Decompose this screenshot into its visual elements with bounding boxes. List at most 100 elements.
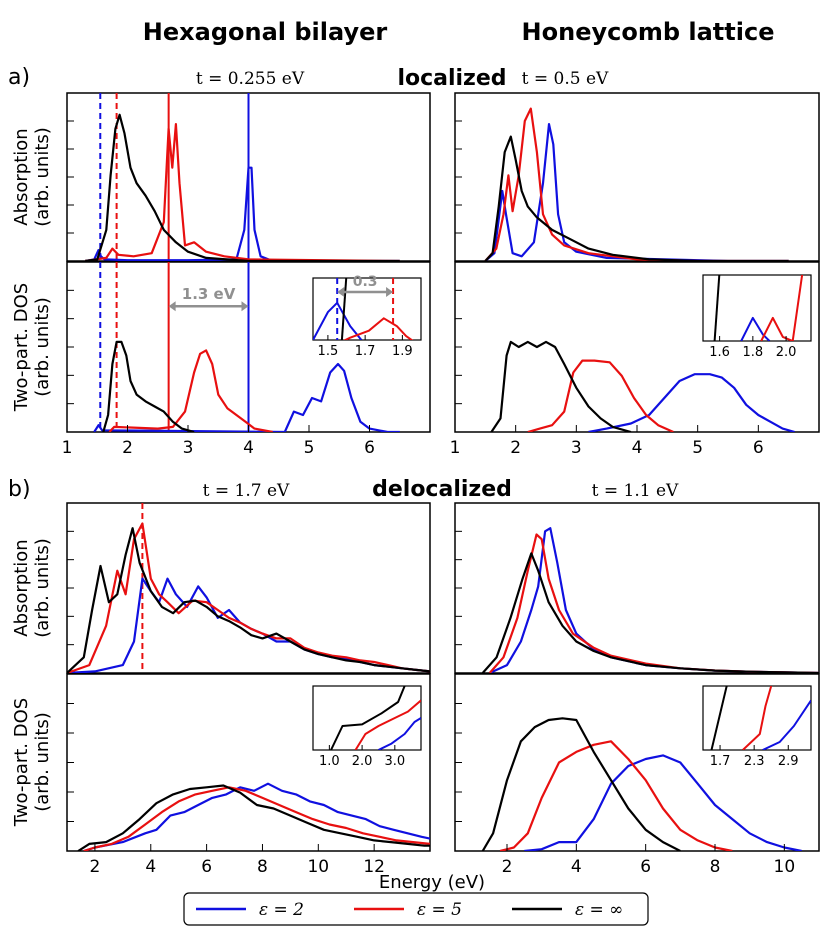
panel-a-hex-abs: t = 0.255 eV: [66, 69, 431, 262]
b-honey-abs-title: t = 1.1 eV: [592, 481, 679, 501]
b-honey-abs-frame: [454, 502, 820, 674]
a-hex-abs-title: t = 0.255 eV: [196, 69, 305, 89]
panel-b-honey-dos: 2 4 6 8 10 1.7 2.3 2.9: [454, 673, 820, 877]
a-honey-dos-xtick-label-5: 5: [692, 438, 703, 458]
b-hex-dos-xtick-label-4: 4: [145, 857, 156, 877]
b-honey-abs-series-eps2: [489, 527, 819, 673]
a-honey-dos-inset-xtick-label-1: 1.8: [743, 345, 764, 360]
a-hex-abs-plot-area: [85, 93, 400, 261]
a-hex-dos-inset-xtick-label-0: 1.5: [318, 344, 339, 359]
a-hex-dos-xtick-label-5: 5: [304, 438, 315, 458]
b-honey-abs-series-epsinf: [481, 552, 819, 673]
a-honey-dos-xtick-label-2: 2: [510, 438, 521, 458]
a-hex-dos-arrow-head-right: [241, 301, 249, 312]
panel-b-hex-dos: 2 4 6 8 10 12 1.0 2.0 3.0: [66, 673, 431, 877]
b-hex-dos-xtick-label-12: 12: [363, 857, 385, 877]
b-honey-dos-inset-plot-area: [710, 686, 811, 750]
a-honey-abs-title: t = 0.5 eV: [522, 69, 609, 89]
panel-a-honey-dos: 1 2 3 4 5 6 1.6 1.8 2.0: [450, 261, 820, 458]
b-honey-dos-xtick-label-4: 4: [571, 857, 582, 877]
b-hex-dos-series-eps5: [83, 786, 430, 851]
b-hex-dos-inset-xtick-label-0: 1.0: [319, 754, 340, 769]
b-honey-abs-series-eps5: [488, 533, 819, 673]
a-hex-dos-inset-xtick-label-2: 1.9: [392, 344, 413, 359]
a-honey-dos-series-eps2: [588, 373, 795, 432]
a-hex-dos-series-eps5: [108, 349, 273, 432]
panel-b-hex-abs: t = 1.7 eV: [66, 481, 431, 674]
a-hex-dos-series-epsinf: [102, 340, 195, 432]
section-b-letter: b): [8, 477, 31, 502]
a-honey-dos-inset: 1.6 1.8 2.0: [702, 274, 812, 360]
b-hex-dos-xtick-label-2: 2: [90, 857, 101, 877]
b-hex-dos-inset-series-eps5: [354, 699, 421, 750]
legend-label-3: ε = ∞: [575, 900, 623, 920]
b-hex-dos-inset-frame: [312, 685, 422, 751]
b-honey-dos-inset-series-epsinf: [710, 686, 728, 750]
a-honey-dos-xtick-label-3: 3: [571, 438, 582, 458]
b-honey-abs-plot-area: [481, 527, 819, 673]
a-hex-dos-xtick-label-3: 3: [183, 438, 194, 458]
b-hex-dos-inset-plot-area: [330, 686, 421, 750]
b-hex-dos-series-epsinf: [77, 784, 430, 851]
b-hex-abs-series-epsinf: [67, 527, 430, 673]
section-b-regime: delocalized: [372, 477, 512, 502]
legend-label-1: ε = 2: [259, 900, 304, 920]
b-honey-dos-xtick-label-8: 8: [710, 857, 721, 877]
b-hex-dos-inset-series-epsinf: [330, 686, 406, 750]
b-hex-abs-frame: [66, 502, 431, 674]
b-honey-dos-xtick-label-2: 2: [502, 857, 513, 877]
a-hex-dos-xtick-label-1: 1: [62, 438, 73, 458]
a-hex-dos-annotation-label: 1.3 eV: [182, 285, 236, 303]
b-honey-dos-inset: 1.7 2.3 2.9: [702, 685, 812, 769]
a-hex-dos-inset-series-eps5: [343, 317, 414, 340]
b-honey-dos-inset-series-eps5: [742, 686, 773, 750]
b-hex-dos-inset-series-eps2: [378, 717, 421, 750]
b-honey-dos-series-eps5: [499, 740, 733, 851]
a-honey-abs-series-eps2: [484, 122, 789, 261]
section-a-regime: localized: [397, 66, 506, 91]
b-honey-dos-inset-frame: [702, 685, 812, 751]
a-hex-dos-plot-area: [93, 262, 400, 432]
a-hex-dos-inset-arrow-head-right: [386, 286, 394, 297]
ylabel-b-absorption-line-2: (arb. units): [32, 538, 53, 638]
legend-box: [183, 892, 649, 926]
legend: ε = 2 ε = 5 ε = ∞: [183, 892, 649, 926]
ylabel-b-absorption-line-1: Absorption: [11, 539, 32, 636]
ylabel-a-dos-line-1: Two-part. DOS: [11, 283, 32, 412]
b-honey-dos-series-eps2: [524, 754, 802, 851]
b-honey-dos-plot-area: [481, 717, 802, 851]
ylabel-a-dos-line-2: (arb. units): [32, 297, 53, 397]
panel-a-hex-dos: 1 2 3 4 5 6 1.3 eV 1.5 1.7 1.9 0.3: [62, 261, 431, 458]
b-honey-dos-inset-xtick-label-1: 2.3: [744, 754, 765, 769]
a-honey-dos-series-eps5: [527, 359, 674, 432]
b-honey-dos-xtick-label-10: 10: [774, 857, 796, 877]
a-hex-dos-inset-plot-area: [313, 278, 414, 340]
b-hex-abs-plot-area: [67, 503, 430, 673]
column-title-hexagonal: Hexagonal bilayer: [143, 18, 388, 46]
ylabel-a-absorption-line-1: Absorption: [11, 128, 32, 225]
b-hex-abs-series-eps5: [67, 522, 430, 673]
a-hex-dos-xtick-label-6: 6: [364, 438, 375, 458]
a-honey-dos-series-epsinf: [490, 340, 632, 432]
panel-a-honey-abs: t = 0.5 eV: [454, 69, 820, 262]
a-honey-abs-series-eps5: [484, 107, 789, 261]
a-hex-dos-xtick-label-2: 2: [122, 438, 133, 458]
a-hex-dos-inset: 1.5 1.7 1.9 0.3: [312, 274, 422, 359]
a-hex-dos-arrow-head-left: [168, 301, 176, 312]
a-honey-dos-inset-series-eps5: [760, 275, 804, 341]
ylabel-b-dos-line-1: Two-part. DOS: [11, 698, 32, 827]
ylabel-a-absorption-line-2: (arb. units): [32, 127, 53, 227]
b-hex-abs-title: t = 1.7 eV: [203, 481, 290, 501]
ylabel-b-dos-line-2: (arb. units): [32, 712, 53, 812]
b-hex-dos-series-eps2: [83, 782, 430, 851]
a-honey-dos-inset-xtick-label-2: 2.0: [776, 345, 797, 360]
b-hex-dos-inset-xtick-label-1: 2.0: [352, 754, 373, 769]
b-honey-dos-inset-xtick-label-2: 2.9: [778, 754, 799, 769]
b-honey-dos-series-epsinf: [481, 717, 681, 851]
b-honey-dos-xtick-label-6: 6: [640, 857, 651, 877]
a-hex-dos-inset-xtick-label-1: 1.7: [355, 344, 376, 359]
a-hex-dos-inset-series-epsinf: [340, 278, 348, 340]
a-hex-dos-xtick-label-4: 4: [243, 438, 254, 458]
a-hex-abs-series-eps2: [85, 166, 400, 261]
